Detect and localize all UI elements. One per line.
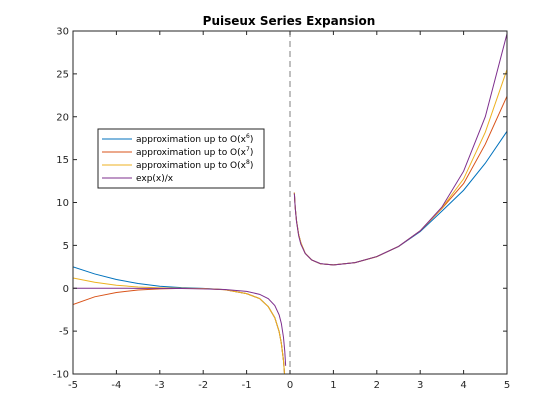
series-3-line-left [73, 277, 286, 374]
y-tick-label: 30 [56, 27, 69, 38]
x-tick-label: -5 [68, 380, 78, 391]
chart-title: Puiseux Series Expansion [203, 14, 376, 28]
y-tick-label: -10 [53, 370, 69, 381]
series-layer [73, 33, 507, 374]
legend-label-3: approximation up to O(x8) [136, 159, 253, 171]
y-tick-label: 25 [56, 69, 69, 80]
y-tick-label: 10 [56, 198, 69, 209]
x-tick-label: -1 [242, 380, 252, 391]
y-tick-label: 5 [63, 241, 69, 252]
y-tick-label: 0 [63, 284, 69, 295]
x-tick-label: 2 [374, 380, 380, 391]
y-tick-label: -5 [59, 327, 69, 338]
x-tick-label: 4 [460, 380, 466, 391]
series-4-line-right [293, 33, 507, 266]
x-tick-label: 5 [504, 380, 510, 391]
x-tick-label: 1 [330, 380, 336, 391]
series-4-line-left [73, 287, 287, 366]
x-tick-label: -2 [198, 380, 208, 391]
legend-label-2: approximation up to O(x7) [136, 146, 253, 158]
x-tick-label: -3 [155, 380, 165, 391]
legend-label-4: exp(x)/x [136, 174, 174, 184]
x-tick-label: 0 [287, 380, 293, 391]
y-tick-label: 20 [56, 112, 69, 123]
y-tick-label: 15 [56, 155, 69, 166]
x-tick-label: -4 [111, 380, 121, 391]
legend-label-1: approximation up to O(x6) [136, 133, 253, 145]
series-4 [73, 33, 507, 366]
legend[interactable]: approximation up to O(x6)approximation u… [97, 128, 265, 189]
x-tick-label: 3 [417, 380, 423, 391]
